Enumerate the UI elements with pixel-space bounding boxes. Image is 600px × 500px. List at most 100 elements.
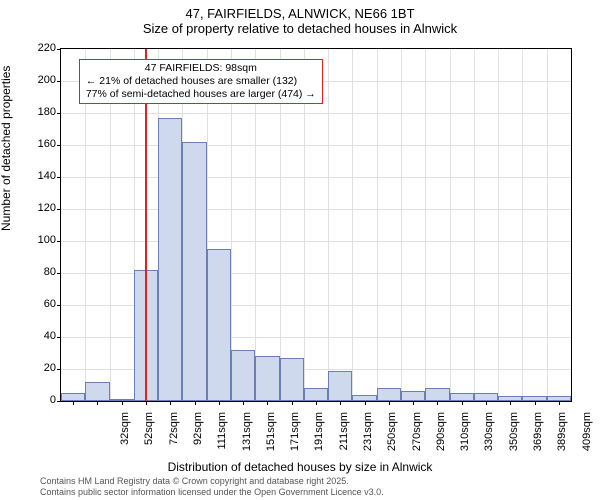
annotation-line: ← 21% of detached houses are smaller (13… bbox=[86, 75, 316, 88]
histogram-bar bbox=[85, 382, 109, 401]
xtick-mark bbox=[340, 401, 341, 405]
grid-line bbox=[61, 241, 571, 242]
ytick-label: 60 bbox=[26, 298, 56, 310]
xtick-mark bbox=[316, 401, 317, 405]
xtick-label: 270sqm bbox=[411, 412, 423, 462]
xtick-mark bbox=[73, 401, 74, 405]
ytick-label: 160 bbox=[26, 138, 56, 150]
annotation-line: 47 FAIRFIELDS: 98sqm bbox=[86, 62, 316, 75]
xtick-label: 32sqm bbox=[119, 412, 131, 462]
ytick-mark bbox=[57, 273, 61, 274]
xtick-mark bbox=[462, 401, 463, 405]
xtick-label: 409sqm bbox=[581, 412, 593, 462]
xtick-mark bbox=[122, 401, 123, 405]
ytick-label: 120 bbox=[26, 202, 56, 214]
grid-line bbox=[425, 49, 426, 401]
grid-line bbox=[61, 209, 571, 210]
grid-line bbox=[522, 49, 523, 401]
xtick-mark bbox=[389, 401, 390, 405]
xtick-mark bbox=[437, 401, 438, 405]
histogram-bar bbox=[158, 118, 182, 401]
xtick-mark bbox=[365, 401, 366, 405]
xtick-label: 369sqm bbox=[532, 412, 544, 462]
ytick-label: 200 bbox=[26, 74, 56, 86]
ytick-label: 0 bbox=[26, 394, 56, 406]
xtick-mark bbox=[413, 401, 414, 405]
xtick-mark bbox=[170, 401, 171, 405]
xtick-mark bbox=[292, 401, 293, 405]
grid-line bbox=[61, 145, 571, 146]
xtick-label: 151sqm bbox=[265, 412, 277, 462]
xtick-mark bbox=[146, 401, 147, 405]
xtick-mark bbox=[97, 401, 98, 405]
histogram-bar bbox=[304, 388, 328, 401]
xtick-label: 72sqm bbox=[168, 412, 180, 462]
grid-line bbox=[352, 49, 353, 401]
grid-line bbox=[61, 113, 571, 114]
xtick-label: 350sqm bbox=[508, 412, 520, 462]
ytick-label: 80 bbox=[26, 266, 56, 278]
ytick-label: 20 bbox=[26, 362, 56, 374]
xtick-label: 310sqm bbox=[459, 412, 471, 462]
footnote: Contains HM Land Registry data © Crown c… bbox=[40, 476, 384, 498]
annotation-line: 77% of semi-detached houses are larger (… bbox=[86, 88, 316, 101]
grid-line bbox=[474, 49, 475, 401]
ytick-mark bbox=[57, 113, 61, 114]
xtick-label: 171sqm bbox=[289, 412, 301, 462]
xtick-mark bbox=[243, 401, 244, 405]
xtick-label: 131sqm bbox=[241, 412, 253, 462]
grid-line bbox=[498, 49, 499, 401]
xtick-label: 250sqm bbox=[386, 412, 398, 462]
xtick-label: 330sqm bbox=[483, 412, 495, 462]
histogram-bar bbox=[182, 142, 206, 401]
grid-line bbox=[547, 49, 548, 401]
ytick-mark bbox=[57, 49, 61, 50]
chart-title: 47, FAIRFIELDS, ALNWICK, NE66 1BT bbox=[0, 0, 600, 21]
xtick-label: 389sqm bbox=[556, 412, 568, 462]
plot-area: 47 FAIRFIELDS: 98sqm← 21% of detached ho… bbox=[60, 48, 572, 402]
ytick-mark bbox=[57, 241, 61, 242]
y-axis-label: Number of detached properties bbox=[0, 66, 13, 231]
ytick-mark bbox=[57, 401, 61, 402]
xtick-mark bbox=[535, 401, 536, 405]
xtick-label: 231sqm bbox=[362, 412, 374, 462]
xtick-mark bbox=[267, 401, 268, 405]
histogram-bar bbox=[450, 393, 474, 401]
histogram-bar bbox=[207, 249, 231, 401]
ytick-label: 40 bbox=[26, 330, 56, 342]
xtick-mark bbox=[486, 401, 487, 405]
histogram-bar bbox=[474, 393, 498, 401]
ytick-mark bbox=[57, 145, 61, 146]
histogram-bar bbox=[425, 388, 449, 401]
ytick-mark bbox=[57, 305, 61, 306]
histogram-bar bbox=[401, 391, 425, 401]
histogram-bar bbox=[280, 358, 304, 401]
histogram-bar bbox=[328, 371, 352, 401]
ytick-mark bbox=[57, 177, 61, 178]
grid-line bbox=[61, 177, 571, 178]
xtick-label: 111sqm bbox=[216, 412, 228, 462]
xtick-mark bbox=[510, 401, 511, 405]
grid-line bbox=[377, 49, 378, 401]
grid-line bbox=[401, 49, 402, 401]
xtick-label: 92sqm bbox=[192, 412, 204, 462]
x-axis-label: Distribution of detached houses by size … bbox=[0, 460, 600, 474]
xtick-label: 52sqm bbox=[143, 412, 155, 462]
grid-line bbox=[328, 49, 329, 401]
histogram-bar bbox=[231, 350, 255, 401]
xtick-mark bbox=[559, 401, 560, 405]
footnote-line: Contains public sector information licen… bbox=[40, 487, 384, 498]
ytick-label: 140 bbox=[26, 170, 56, 182]
chart-subtitle: Size of property relative to detached ho… bbox=[0, 21, 600, 36]
histogram-bar bbox=[61, 393, 85, 401]
ytick-label: 180 bbox=[26, 106, 56, 118]
histogram-bar bbox=[255, 356, 279, 401]
xtick-label: 211sqm bbox=[338, 412, 350, 462]
ytick-label: 100 bbox=[26, 234, 56, 246]
annotation-box: 47 FAIRFIELDS: 98sqm← 21% of detached ho… bbox=[79, 59, 323, 104]
grid-line bbox=[450, 49, 451, 401]
ytick-mark bbox=[57, 81, 61, 82]
chart-container: 47, FAIRFIELDS, ALNWICK, NE66 1BT Size o… bbox=[0, 0, 600, 500]
xtick-label: 290sqm bbox=[435, 412, 447, 462]
ytick-label: 220 bbox=[26, 42, 56, 54]
